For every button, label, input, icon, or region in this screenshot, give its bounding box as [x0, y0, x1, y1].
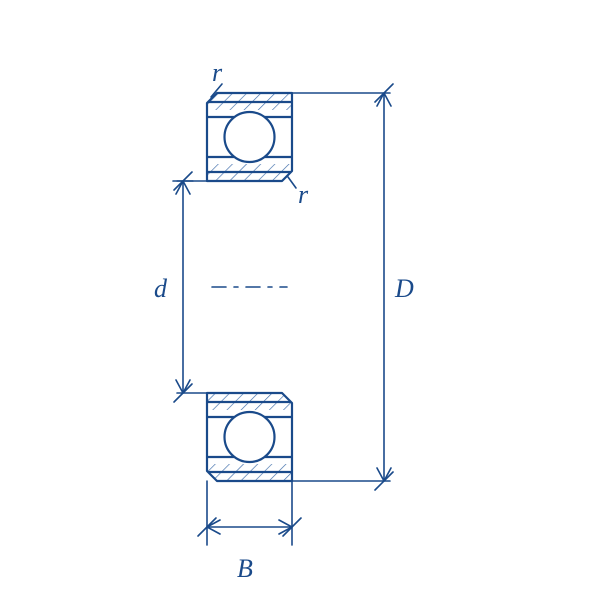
label-B: B	[237, 556, 253, 582]
diagram-stage: r r d D B	[0, 0, 600, 600]
label-D: D	[395, 276, 414, 302]
label-r-top: r	[212, 60, 222, 86]
bearing-cross-section	[0, 0, 600, 600]
label-d: d	[154, 276, 167, 302]
label-r-inner: r	[298, 182, 308, 208]
